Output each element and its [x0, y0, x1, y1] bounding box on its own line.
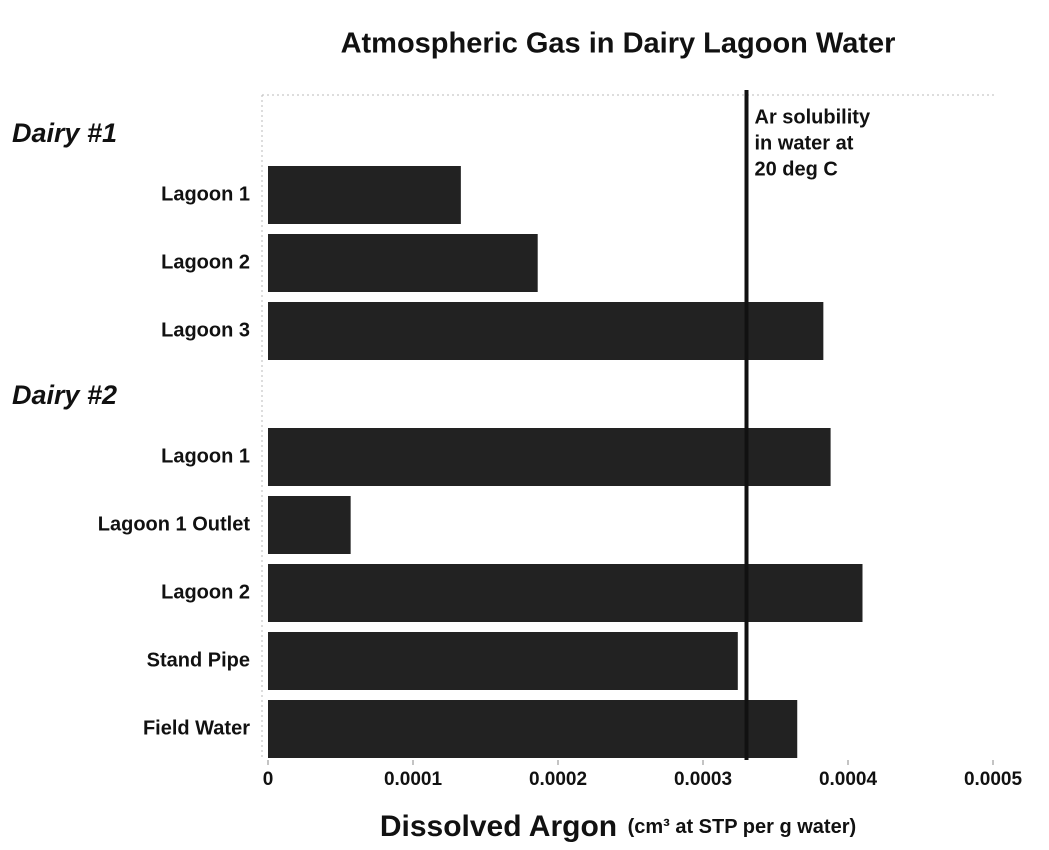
- annotation: in water at: [755, 132, 854, 154]
- bar: [268, 428, 831, 486]
- y-tick-label: Lagoon 3: [161, 319, 250, 341]
- y-tick-label: Lagoon 1: [161, 183, 250, 205]
- y-tick-label: Field Water: [143, 717, 250, 739]
- x-tick-label: 0.0003: [674, 769, 732, 790]
- bar: [268, 234, 538, 292]
- y-tick-label: Lagoon 2: [161, 581, 250, 603]
- y-tick-label: Lagoon 2: [161, 251, 250, 273]
- bar: [268, 166, 461, 224]
- x-tick-label: 0.0001: [384, 769, 443, 790]
- chart-title: Atmospheric Gas in Dairy Lagoon Water: [341, 28, 896, 60]
- x-axis-title: Dissolved Argon: [380, 810, 617, 843]
- y-tick-label: Lagoon 1 Outlet: [98, 513, 251, 535]
- group-label: Dairy #2: [12, 380, 117, 410]
- bar: [268, 632, 738, 690]
- x-axis-label: Dissolved Argon (cm³ at STP per g water): [380, 810, 856, 843]
- y-tick-label: Stand Pipe: [147, 649, 250, 671]
- bar: [268, 302, 824, 360]
- x-tick-label: 0.0002: [529, 769, 587, 790]
- y-tick-label: Lagoon 1: [161, 445, 250, 467]
- annotation: Ar solubility: [755, 106, 871, 128]
- x-tick-label: 0.0004: [819, 769, 878, 790]
- x-axis-units: (cm³ at STP per g water): [628, 816, 857, 838]
- x-tick-label: 0.0005: [964, 769, 1023, 790]
- annotation: 20 deg C: [755, 158, 838, 180]
- group-label: Dairy #1: [12, 118, 117, 148]
- bar: [268, 700, 798, 758]
- bar: [268, 564, 863, 622]
- x-tick-label: 0: [263, 769, 274, 790]
- bar: [268, 496, 351, 554]
